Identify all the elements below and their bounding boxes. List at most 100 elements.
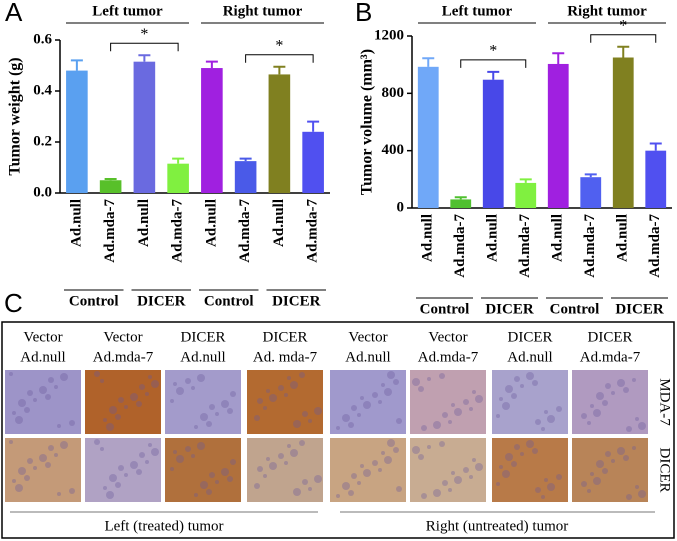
column-header: Ad.null <box>20 349 65 365</box>
error-bar <box>273 65 286 75</box>
micrograph-texture <box>360 464 364 468</box>
micrograph-texture <box>587 421 591 425</box>
significance-label: * <box>489 43 497 60</box>
micrograph-texture <box>387 371 395 379</box>
significance-label: * <box>619 17 627 34</box>
x-tick-label: Ad.mda-7 <box>582 214 598 278</box>
micrograph-texture <box>472 390 476 394</box>
micrograph-texture <box>15 416 23 424</box>
bar <box>66 70 88 193</box>
micrograph-texture <box>230 391 236 397</box>
group-label: Control <box>204 293 254 309</box>
group-label: DICER <box>272 293 321 309</box>
column-header: Ad.mda-7 <box>418 349 479 365</box>
micrograph-texture <box>384 456 392 464</box>
micrograph-texture <box>194 425 198 429</box>
micrograph-texture <box>535 419 541 425</box>
error-bar <box>104 177 117 181</box>
micrograph-texture <box>170 399 174 403</box>
micrograph-texture <box>9 440 13 444</box>
micrograph-texture <box>106 491 114 499</box>
micrograph-texture <box>590 472 594 476</box>
micrograph-texture <box>103 486 107 490</box>
micrograph-texture <box>118 465 124 471</box>
micrograph-texture <box>227 476 233 482</box>
column-header: Ad.null <box>345 349 390 365</box>
micrograph-texture <box>514 444 520 450</box>
micrograph-texture <box>191 386 195 390</box>
bar <box>450 199 472 208</box>
micrograph-texture <box>45 394 51 400</box>
micrograph-texture <box>118 397 124 403</box>
micrograph-texture <box>363 469 371 477</box>
micrograph <box>85 370 161 434</box>
micrograph-texture <box>475 395 483 403</box>
micrograph-texture <box>69 488 75 494</box>
micrograph <box>247 370 323 434</box>
micrograph-texture <box>596 392 604 400</box>
micrograph-texture <box>360 396 364 400</box>
micrograph-texture <box>602 400 608 406</box>
micrograph-texture <box>451 471 455 475</box>
micrograph-texture <box>230 459 236 465</box>
micrograph <box>247 438 323 502</box>
micrograph-texture <box>278 385 284 391</box>
micrograph-texture <box>442 480 448 486</box>
micrograph-texture <box>526 372 534 380</box>
column-header: Ad. mda-7 <box>253 349 318 365</box>
x-tick-label: Ad.null <box>136 199 152 247</box>
bar <box>99 180 122 193</box>
significance-bracket <box>110 42 179 52</box>
micrograph-texture <box>48 445 54 451</box>
micrograph-texture <box>284 393 288 397</box>
micrograph-texture <box>372 460 378 466</box>
micrograph-texture <box>505 385 513 393</box>
micrograph <box>492 370 568 434</box>
micrograph-texture <box>299 372 305 378</box>
x-tick-label: Ad.mda-7 <box>237 199 253 263</box>
micrograph-texture <box>638 490 646 498</box>
micrograph-texture <box>269 462 277 470</box>
micrograph-texture <box>278 453 284 459</box>
micrograph-texture <box>520 452 524 456</box>
micrograph-texture <box>197 374 205 382</box>
x-tick-label: Ad.null <box>271 199 287 247</box>
micrograph-texture <box>24 475 30 481</box>
micrograph-texture <box>148 375 152 379</box>
y-tick-label: 0.4 <box>33 82 52 98</box>
micrograph-texture <box>626 494 632 500</box>
bar <box>515 182 537 208</box>
panel-label: A <box>5 0 23 27</box>
micrograph-texture <box>69 420 75 426</box>
micrograph-texture <box>421 493 427 499</box>
column-header: Ad.null <box>507 349 552 365</box>
x-tick-label: Ad.mda-7 <box>170 199 186 263</box>
micrograph-texture <box>393 447 399 453</box>
x-tick-label: Ad.null <box>420 214 436 262</box>
micrograph <box>410 438 486 502</box>
y-tick-label: 0 <box>397 199 405 215</box>
group-label: Control <box>550 301 600 317</box>
micrograph-texture <box>378 400 382 404</box>
x-tick-label: Ad.null <box>485 214 501 262</box>
significance-label: * <box>275 37 283 54</box>
micrograph-texture <box>227 408 233 414</box>
micrograph-texture <box>623 387 629 393</box>
micrograph-texture <box>151 448 159 456</box>
micrograph-texture <box>511 461 517 467</box>
micrograph-texture <box>363 401 371 409</box>
micrograph-texture <box>299 440 305 446</box>
error-bar <box>307 120 320 132</box>
micrograph-texture <box>109 406 117 414</box>
group-label: DICER <box>485 301 534 317</box>
error-bar <box>239 157 252 162</box>
micrograph-texture <box>626 426 632 432</box>
micrograph-texture <box>269 394 277 402</box>
micrograph-texture <box>605 451 611 457</box>
micrograph-texture <box>100 447 104 451</box>
micrograph-texture <box>381 451 385 455</box>
micrograph-texture <box>24 407 30 413</box>
column-header: DICER <box>263 329 308 345</box>
micrograph-texture <box>206 421 212 427</box>
error-bar <box>552 52 565 64</box>
